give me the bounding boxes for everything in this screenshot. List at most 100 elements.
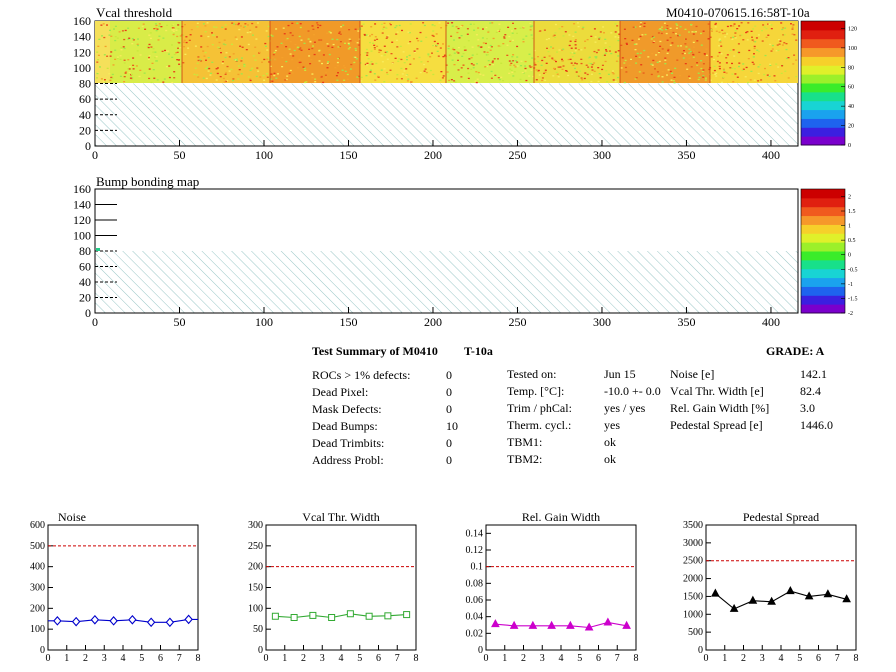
heat-pixel xyxy=(326,62,329,64)
heat-pixel xyxy=(654,68,656,70)
heat-pixel xyxy=(406,59,408,61)
heat-pixel xyxy=(604,60,607,63)
heat-pixel xyxy=(116,57,119,60)
y-tick-label: 500 xyxy=(30,541,45,552)
heat-pixel xyxy=(196,74,199,76)
heat-pixel xyxy=(164,49,166,52)
heat-pixel xyxy=(520,60,523,62)
heat-pixel xyxy=(114,49,117,51)
y-tick-label: 3500 xyxy=(683,520,703,531)
heat-pixel xyxy=(644,33,647,36)
heat-pixel xyxy=(746,31,749,33)
heat-pixel xyxy=(152,51,155,53)
heat-pixel xyxy=(696,40,699,42)
heat-pixel xyxy=(467,72,470,74)
heat-pixel xyxy=(640,23,643,25)
heat-pixel xyxy=(680,45,682,47)
heat-pixel xyxy=(677,45,680,47)
heat-pixel xyxy=(641,34,644,36)
heat-pixel xyxy=(491,60,494,62)
heat-pixel xyxy=(116,56,119,58)
heat-pixel xyxy=(612,73,615,75)
heat-pixel xyxy=(354,40,357,43)
heat-pixel xyxy=(177,47,179,49)
x-tick-label: 8 xyxy=(854,653,859,664)
x-tick-label: 350 xyxy=(677,315,695,329)
heat-pixel xyxy=(476,78,479,80)
heat-pixel xyxy=(493,74,496,76)
x-tick-label: 0 xyxy=(704,653,709,664)
heat-pixel xyxy=(289,53,292,55)
heat-pixel xyxy=(657,75,660,78)
heat-pixel xyxy=(429,56,432,58)
heat-pixel xyxy=(336,79,339,81)
heat-pixel xyxy=(795,39,798,41)
heat-pixel xyxy=(454,81,457,83)
heat-pixel xyxy=(604,52,607,54)
heat-pixel xyxy=(395,25,398,27)
heat-pixel xyxy=(124,72,127,74)
summary-value: 0 xyxy=(446,402,452,416)
heat-pixel xyxy=(210,72,213,74)
heat-pixel xyxy=(163,78,166,80)
heat-pixel xyxy=(467,40,470,42)
heat-pixel xyxy=(205,59,207,61)
heat-pixel xyxy=(666,74,668,76)
heat-pixel xyxy=(512,54,515,56)
heat-pixel xyxy=(204,51,207,54)
heat-pixel xyxy=(249,29,252,31)
heat-pixel xyxy=(328,31,331,33)
heat-pixel xyxy=(700,44,703,46)
heat-pixel xyxy=(758,50,760,53)
summary-label: Tested on: xyxy=(507,367,557,381)
y-tick-label: 50 xyxy=(253,624,263,635)
heat-pixel xyxy=(371,33,374,36)
heat-pixel xyxy=(740,22,743,24)
heat-pixel xyxy=(165,50,168,52)
heat-pixel xyxy=(782,34,785,36)
heat-pixel xyxy=(621,57,624,59)
heat-pixel xyxy=(148,34,151,36)
y-tick-label: 80 xyxy=(79,244,91,258)
heat-pixel xyxy=(555,71,558,73)
heat-pixel xyxy=(440,27,443,29)
heat-pixel xyxy=(220,52,222,54)
heat-pixel xyxy=(537,70,540,72)
heat-pixel xyxy=(747,58,750,60)
heat-pixel xyxy=(324,74,327,76)
x-tick-label: 200 xyxy=(424,148,442,162)
scale-band xyxy=(801,295,845,305)
vcal-heat-strip xyxy=(95,21,798,84)
heat-pixel xyxy=(779,40,782,42)
heat-pixel xyxy=(715,72,718,74)
heat-pixel xyxy=(419,31,422,34)
heat-pixel xyxy=(540,64,543,66)
heat-pixel xyxy=(96,77,98,79)
heat-pixel xyxy=(143,72,146,74)
heat-pixel xyxy=(413,50,416,52)
heat-pixel xyxy=(616,76,619,79)
heat-pixel xyxy=(384,26,387,29)
heat-pixel xyxy=(597,67,600,69)
heat-pixel xyxy=(574,39,577,41)
heat-pixel xyxy=(234,23,237,26)
heat-pixel xyxy=(287,24,290,27)
heat-pixel xyxy=(307,30,310,32)
heat-segment xyxy=(534,21,620,83)
heat-pixel xyxy=(251,22,254,25)
summary-label: Vcal Thr. Width [e] xyxy=(670,384,764,398)
heat-pixel xyxy=(249,69,252,71)
heat-pixel xyxy=(460,76,463,78)
summary-label: Mask Defects: xyxy=(312,402,382,416)
data-point xyxy=(566,620,575,629)
heat-pixel xyxy=(120,49,123,51)
heat-pixel xyxy=(408,54,411,57)
heat-pixel xyxy=(185,36,188,38)
heat-pixel xyxy=(168,53,170,55)
heat-pixel xyxy=(740,34,743,36)
heat-pixel xyxy=(715,30,718,32)
heat-pixel xyxy=(590,63,593,65)
x-tick-label: 3 xyxy=(540,653,545,664)
heat-pixel xyxy=(137,44,139,47)
